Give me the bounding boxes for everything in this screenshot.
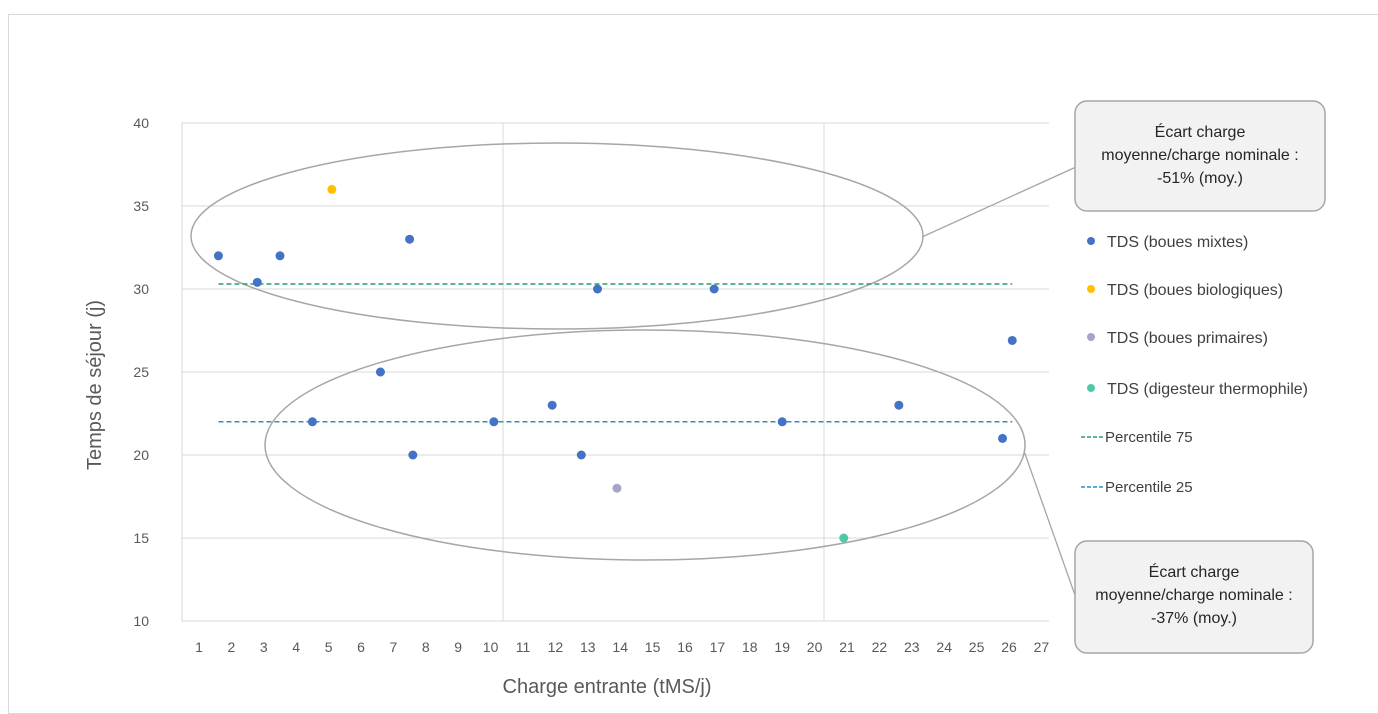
data-point-tds-boues-mixtes <box>547 400 557 410</box>
data-point-tds-boues-mixtes <box>709 284 719 294</box>
x-tick-label: 20 <box>807 639 823 655</box>
legend-item-boues-primaires: TDS (boues primaires) <box>1087 330 1268 347</box>
data-point-tds-boues-mixtes <box>777 417 787 427</box>
legend-marker-boues-primaires <box>1087 333 1095 341</box>
legend-item-boues-mixtes: TDS (boues mixtes) <box>1087 234 1248 251</box>
data-point-tds-boues-mixtes <box>307 417 317 427</box>
data-point-tds-boues-biologiques <box>327 184 337 194</box>
data-point-tds-boues-primaires <box>612 483 622 493</box>
data-points <box>213 184 1017 543</box>
x-tick-label: 26 <box>1001 639 1017 655</box>
data-point-tds-boues-mixtes <box>405 234 415 244</box>
chart-frame: 10 15 20 25 30 35 40 1 2 3 4 5 6 7 8 9 10 11 12 13 14 15 16 17… <box>8 14 1378 714</box>
data-point-tds-boues-mixtes <box>375 367 385 377</box>
upper-callout-leader <box>921 166 1077 238</box>
percentile-lines <box>218 283 1013 423</box>
legend-item-percentile-75: Percentile 75 <box>1081 429 1193 446</box>
y-tick-label: 30 <box>133 281 149 297</box>
data-point-tds-digesteur-thermophile <box>839 533 849 543</box>
x-tick-label: 4 <box>292 639 300 655</box>
data-point-tds-boues-mixtes <box>593 284 603 294</box>
legend-item-percentile-25: Percentile 25 <box>1081 479 1193 496</box>
x-tick-label: 9 <box>454 639 462 655</box>
data-point-tds-boues-mixtes <box>576 450 586 460</box>
upper-callout-line-1: Écart charge <box>1155 122 1246 141</box>
y-axis-ticks: 10 15 20 25 30 35 40 <box>133 115 149 629</box>
data-point-tds-boues-mixtes <box>998 433 1008 443</box>
y-tick-label: 20 <box>133 447 149 463</box>
upper-callout-box <box>1074 100 1326 212</box>
gridlines <box>181 122 1049 622</box>
x-tick-label: 18 <box>742 639 758 655</box>
lower-callout: Écart charge moyenne/charge nominale : -… <box>1074 540 1314 654</box>
x-tick-label: 24 <box>936 639 952 655</box>
legend-label-percentile-25: Percentile 25 <box>1105 479 1193 496</box>
x-tick-label: 16 <box>677 639 693 655</box>
x-tick-label: 11 <box>516 639 531 655</box>
x-axis-title: Charge entrante (tMS/j) <box>503 676 712 698</box>
x-tick-label: 12 <box>548 639 564 655</box>
y-tick-label: 10 <box>133 613 149 629</box>
legend-label-digesteur-thermophile: TDS (digesteur thermophile) <box>1107 381 1308 398</box>
data-point-tds-boues-mixtes <box>1007 335 1017 345</box>
y-tick-label: 25 <box>133 364 149 380</box>
x-tick-label: 14 <box>612 639 628 655</box>
lower-callout-leader <box>1023 450 1077 599</box>
legend-marker-boues-biologiques <box>1087 285 1095 293</box>
legend-label-boues-biologiques: TDS (boues biologiques) <box>1107 282 1283 299</box>
x-tick-label: 5 <box>325 639 333 655</box>
lower-callout-line-1: Écart charge <box>1149 562 1240 581</box>
x-tick-label: 27 <box>1034 639 1050 655</box>
x-tick-label: 2 <box>228 639 236 655</box>
x-tick-label: 10 <box>483 639 499 655</box>
upper-callout: Écart charge moyenne/charge nominale : -… <box>1074 100 1326 212</box>
legend-label-boues-mixtes: TDS (boues mixtes) <box>1107 234 1248 251</box>
x-tick-label: 17 <box>710 639 726 655</box>
data-point-tds-boues-mixtes <box>252 277 262 287</box>
upper-cluster-ellipse <box>190 142 924 330</box>
x-tick-label: 7 <box>390 639 398 655</box>
y-tick-label: 15 <box>133 530 149 546</box>
legend-label-boues-primaires: TDS (boues primaires) <box>1107 330 1268 347</box>
x-tick-label: 6 <box>357 639 365 655</box>
x-tick-label: 15 <box>645 639 661 655</box>
data-point-tds-boues-mixtes <box>275 251 285 261</box>
x-tick-label: 19 <box>774 639 790 655</box>
x-tick-label: 22 <box>872 639 888 655</box>
data-point-tds-boues-mixtes <box>213 251 223 261</box>
lower-callout-line-2: moyenne/charge nominale : <box>1095 587 1292 604</box>
x-tick-label: 25 <box>969 639 985 655</box>
y-tick-label: 35 <box>133 198 149 214</box>
legend-item-digesteur-thermophile: TDS (digesteur thermophile) <box>1087 381 1308 398</box>
x-tick-label: 23 <box>904 639 920 655</box>
data-point-tds-boues-mixtes <box>489 417 499 427</box>
legend: TDS (boues mixtes) TDS (boues biologique… <box>1081 234 1308 496</box>
lower-cluster-ellipse <box>264 329 1026 561</box>
lower-callout-box <box>1074 540 1314 654</box>
legend-marker-digesteur-thermophile <box>1087 384 1095 392</box>
data-point-tds-boues-mixtes <box>894 400 904 410</box>
upper-callout-line-3: -51% (moy.) <box>1157 170 1243 187</box>
y-axis-title: Temps de séjour (j) <box>84 300 106 470</box>
x-tick-label: 1 <box>195 639 203 655</box>
x-tick-label: 8 <box>422 639 430 655</box>
x-tick-label: 3 <box>260 639 268 655</box>
data-point-tds-boues-mixtes <box>408 450 418 460</box>
x-tick-label: 21 <box>839 639 855 655</box>
y-tick-label: 40 <box>133 115 149 131</box>
x-axis-ticks: 1 2 3 4 5 6 7 8 9 10 11 12 13 14 15 16 17 18 19 20 21 22 23 24 2… <box>195 639 1049 655</box>
legend-item-boues-biologiques: TDS (boues biologiques) <box>1087 282 1283 299</box>
legend-label-percentile-75: Percentile 75 <box>1105 429 1193 446</box>
lower-callout-line-3: -37% (moy.) <box>1151 610 1237 627</box>
legend-marker-boues-mixtes <box>1087 237 1095 245</box>
upper-callout-line-2: moyenne/charge nominale : <box>1101 147 1298 164</box>
x-tick-label: 13 <box>580 639 596 655</box>
